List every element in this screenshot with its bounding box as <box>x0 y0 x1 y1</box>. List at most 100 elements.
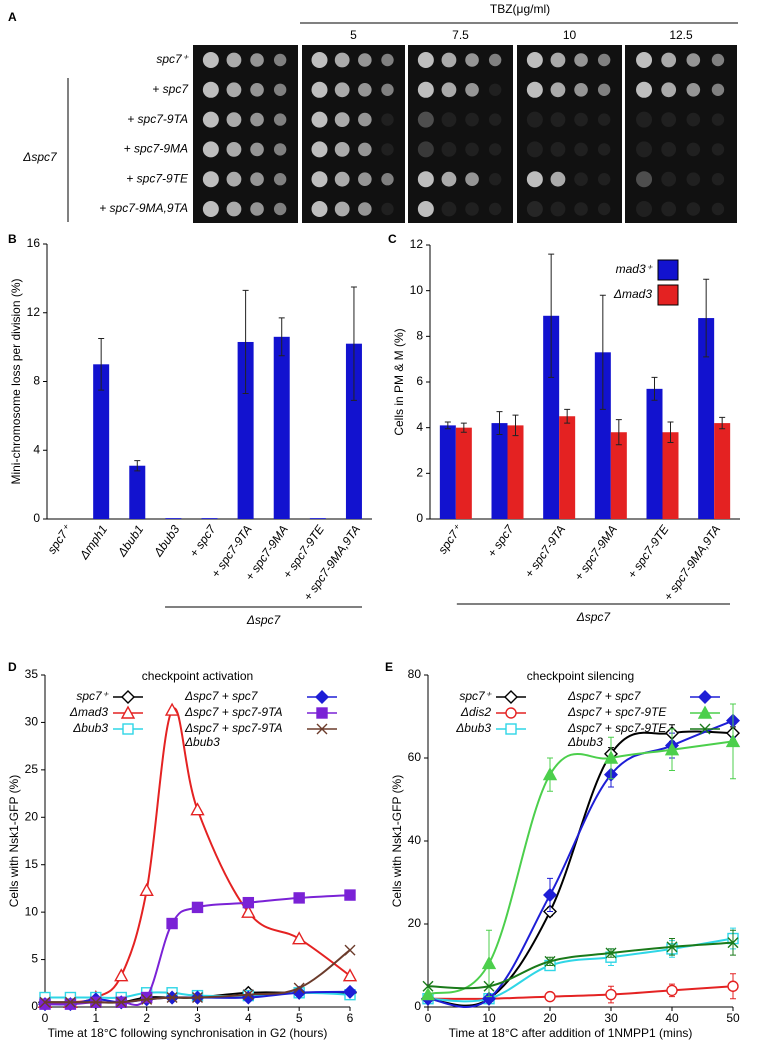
marker <box>114 968 129 982</box>
colony-spot <box>417 201 434 217</box>
legend-label: Δmad3 <box>69 705 108 719</box>
error-bar <box>98 338 105 391</box>
marker <box>699 723 711 735</box>
strain-label: + spc7-9TE <box>126 171 189 185</box>
colony-spot <box>711 143 725 156</box>
colony-spot <box>273 83 287 97</box>
marker <box>481 955 497 970</box>
legend-label: Δdis2 <box>460 705 491 719</box>
marker <box>542 767 558 781</box>
y-axis-label: Cells with Nsk1-GFP (%) <box>7 775 21 907</box>
colony-spot <box>526 52 543 68</box>
colony-spot <box>311 81 328 98</box>
marker <box>605 988 617 1001</box>
marker <box>139 882 154 897</box>
bar <box>237 341 254 519</box>
x-tick-label: + spc7-9MA <box>572 523 620 584</box>
colony-spot <box>661 171 677 187</box>
error-bar <box>615 419 622 446</box>
x-axis-label: Time at 18°C following synchronisation i… <box>48 1026 328 1040</box>
colony-spot <box>441 82 457 98</box>
colony-spot <box>711 202 725 216</box>
marker <box>166 917 178 930</box>
series-line <box>427 730 734 1007</box>
x-tick-label: + spc7-9MA,9TA <box>661 523 723 604</box>
x-tick-label: 1 <box>92 1011 99 1025</box>
y-tick-label: 8 <box>416 329 423 343</box>
colony-spot <box>526 111 543 128</box>
x-tick-label: 40 <box>665 1011 679 1025</box>
colony-spot <box>526 201 543 217</box>
colony-spot <box>465 202 479 216</box>
marker <box>482 991 496 1006</box>
colony-spot <box>311 111 328 128</box>
y-tick-label: 4 <box>33 442 40 456</box>
colony-spot <box>550 142 566 157</box>
colony-spot <box>636 171 653 188</box>
colony-spot <box>574 172 588 186</box>
legend-label: Δbub3 <box>72 721 108 735</box>
colony-spot <box>465 172 479 186</box>
colony-spot <box>202 171 219 188</box>
marker <box>697 705 713 719</box>
colony-spot <box>273 113 287 126</box>
bar <box>201 518 218 519</box>
series-line <box>427 937 734 1003</box>
colony-spot <box>636 52 653 68</box>
colony-spot <box>250 172 264 186</box>
marker <box>316 707 328 719</box>
bar <box>273 336 290 519</box>
marker <box>666 984 678 997</box>
strain-label: + spc7-9MA,9TA <box>99 201 188 215</box>
colony-spot <box>465 112 479 127</box>
error-bar <box>564 408 571 424</box>
error-bar <box>599 294 606 410</box>
y-axis-label: Cells in PM & M (%) <box>392 328 406 435</box>
marker <box>140 991 153 1004</box>
colony-spot <box>334 112 350 127</box>
marker <box>291 931 307 945</box>
x-tick-label: 2 <box>143 1011 150 1025</box>
colony-spot <box>202 81 219 98</box>
plate-image <box>193 45 298 223</box>
colony-spot <box>597 113 611 126</box>
group-label: Δspc7 <box>22 150 58 164</box>
colony-spot <box>417 141 434 158</box>
bar <box>455 427 472 519</box>
bar <box>345 343 362 519</box>
panel-letter: C <box>388 232 397 246</box>
marker <box>122 723 134 735</box>
y-tick-label: 10 <box>25 904 39 918</box>
colony-spot <box>226 82 242 98</box>
legend-label: Δspc7 + spc7-9TE <box>567 705 667 719</box>
colony-spot <box>488 202 502 216</box>
marker <box>120 705 136 719</box>
x-tick-label: + spc7-9TA <box>522 523 568 581</box>
series-line <box>44 707 351 1004</box>
legend-label: Δspc7 + spc7-9TA Δbub3 <box>184 721 283 749</box>
y-tick-label: 40 <box>408 833 422 847</box>
colony-spot <box>488 173 502 186</box>
marker <box>505 707 517 719</box>
marker <box>422 980 434 992</box>
legend-label: Δspc7 + spc7-9TA <box>184 705 283 719</box>
marker <box>543 887 557 902</box>
marker <box>343 984 357 999</box>
colony-spot <box>441 171 457 187</box>
x-tick-label: 3 <box>194 1011 201 1025</box>
error-bar <box>460 422 467 433</box>
colony-spot <box>250 202 264 216</box>
colony-spot <box>488 113 502 126</box>
colony-spot <box>202 52 219 68</box>
colony-spot <box>636 81 653 98</box>
bar <box>491 423 508 519</box>
colony-spot <box>574 202 588 216</box>
colony-spot <box>661 52 677 68</box>
chart-title: checkpoint silencing <box>527 669 634 683</box>
marker <box>727 937 739 949</box>
x-tick-label: + spc7 <box>187 521 220 559</box>
colony-spot <box>636 111 653 128</box>
colony-spot <box>417 81 434 98</box>
legend-label: Δspc7 + spc7-9TE Δbub3 <box>567 721 667 749</box>
